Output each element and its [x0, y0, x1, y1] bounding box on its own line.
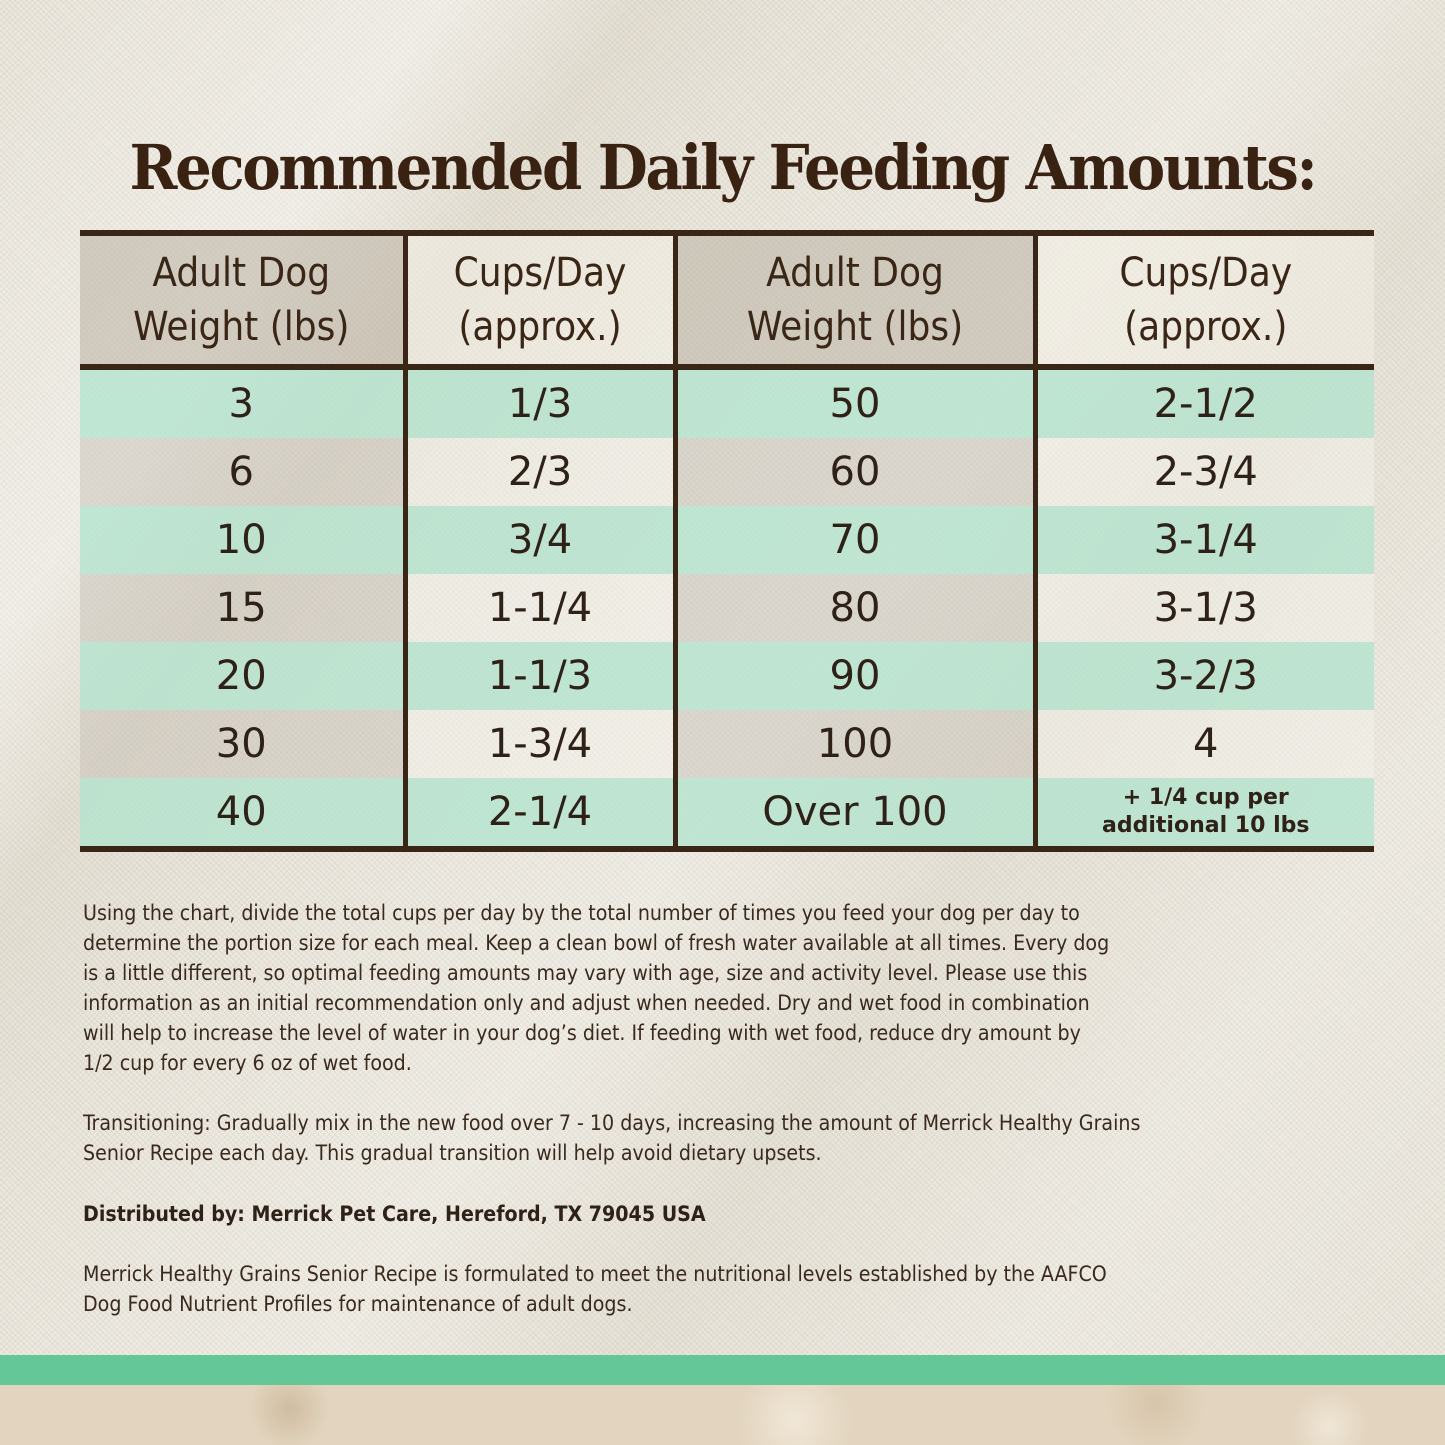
table-row: 30 1-3/4 100 4: [80, 710, 1374, 778]
cups-cell: 3/4: [405, 506, 678, 574]
text-line: Senior Recipe each day. This gradual tra…: [83, 1141, 822, 1166]
text-line: Merrick Healthy Grains Senior Recipe is …: [83, 1262, 1107, 1287]
weight-cell: 3: [80, 367, 408, 438]
weight-cell: 60: [675, 438, 1038, 506]
cups-cell: 1-3/4: [405, 710, 678, 778]
weight-cell: 70: [675, 506, 1038, 574]
cups-cell: 1-1/3: [405, 642, 678, 710]
note-line: additional 10 lbs: [1102, 813, 1310, 838]
cups-cell: 3-1/4: [1035, 506, 1374, 574]
header-weight-right: Adult Dog Weight (lbs): [675, 230, 1038, 370]
header-line: Weight (lbs): [133, 304, 350, 350]
weight-cell: 20: [80, 642, 408, 710]
header-cups-left: Cups/Day (approx.): [405, 230, 678, 370]
cups-cell: 2-3/4: [1035, 438, 1374, 506]
cups-cell: 4: [1035, 710, 1374, 778]
header-line: Weight (lbs): [746, 304, 964, 350]
header-line: Adult Dog: [766, 250, 944, 296]
header-line: (approx.): [1124, 304, 1288, 350]
stone-texture-footer: [0, 1385, 1445, 1445]
header-line: (approx.): [458, 304, 622, 350]
cups-cell: 2-1/2: [1035, 367, 1374, 438]
text-line: Transitioning: Gradually mix in the new …: [83, 1111, 1141, 1136]
header-weight-left: Adult Dog Weight (lbs): [80, 230, 408, 370]
weight-cell: 50: [675, 367, 1038, 438]
text-line: will help to increase the level of water…: [83, 1021, 1081, 1046]
table-row: 20 1-1/3 90 3-2/3: [80, 642, 1374, 710]
text-line: information as an initial recommendation…: [83, 991, 1090, 1016]
feeding-table: Adult Dog Weight (lbs) Cups/Day (approx.…: [80, 230, 1374, 852]
weight-cell: 30: [80, 710, 408, 778]
header-line: Adult Dog: [152, 250, 331, 296]
header-cups-right: Cups/Day (approx.): [1035, 230, 1374, 370]
table-row: 10 3/4 70 3-1/4: [80, 506, 1374, 574]
table-header-row: Adult Dog Weight (lbs) Cups/Day (approx.…: [80, 230, 1374, 370]
weight-cell: 15: [80, 574, 408, 642]
text-line: 1/2 cup for every 6 oz of wet food.: [83, 1051, 412, 1076]
cups-cell: 2-1/4: [405, 778, 678, 852]
weight-cell: 80: [675, 574, 1038, 642]
weight-cell: 10: [80, 506, 408, 574]
feeding-table-container: Adult Dog Weight (lbs) Cups/Day (approx.…: [80, 230, 1374, 852]
weight-cell: 6: [80, 438, 408, 506]
table-row: 6 2/3 60 2-3/4: [80, 438, 1374, 506]
cups-cell: 3-2/3: [1035, 642, 1374, 710]
cups-cell: 2/3: [405, 438, 678, 506]
text-line: Dog Food Nutrient Profiles for maintenan…: [83, 1292, 633, 1317]
usage-paragraph: Using the chart, divide the total cups p…: [83, 899, 1354, 1079]
cups-cell: 1-1/4: [405, 574, 678, 642]
weight-cell: 100: [675, 710, 1038, 778]
weight-cell: 90: [675, 642, 1038, 710]
text-line: Using the chart, divide the total cups p…: [83, 901, 1080, 926]
text-line: determine the portion size for each meal…: [83, 931, 1110, 956]
cups-cell: 1/3: [405, 367, 678, 438]
weight-cell: 40: [80, 778, 408, 852]
cups-cell: 3-1/3: [1035, 574, 1374, 642]
table-row: 40 2-1/4 Over 100 + 1/4 cup per addition…: [80, 778, 1374, 852]
header-line: Cups/Day: [1119, 250, 1293, 296]
table-row: 15 1-1/4 80 3-1/3: [80, 574, 1374, 642]
cups-note-cell: + 1/4 cup per additional 10 lbs: [1035, 778, 1374, 852]
transitioning-paragraph: Transitioning: Gradually mix in the new …: [83, 1109, 1354, 1169]
accent-green-bar: [0, 1355, 1445, 1385]
distributor-line: Distributed by: Merrick Pet Care, Herefo…: [83, 1202, 706, 1227]
table-row: 3 1/3 50 2-1/2: [80, 367, 1374, 438]
text-line: is a little different, so optimal feedin…: [83, 961, 1088, 986]
page-title: Recommended Daily Feeding Amounts:: [129, 130, 1317, 204]
note-line: + 1/4 cup per: [1122, 785, 1289, 810]
aafco-statement: Merrick Healthy Grains Senior Recipe is …: [83, 1260, 1354, 1320]
header-line: Cups/Day: [453, 250, 627, 296]
weight-cell: Over 100: [675, 778, 1038, 852]
